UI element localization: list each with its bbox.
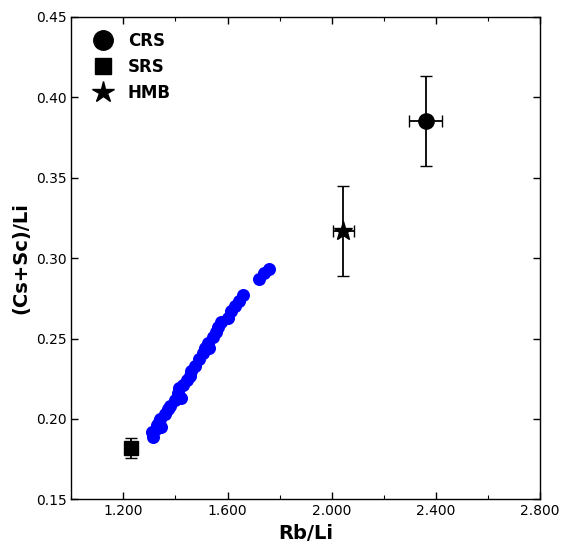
Point — [208, 332, 218, 341]
Point — [259, 268, 268, 277]
Point — [156, 423, 166, 432]
Point — [191, 361, 200, 370]
Point — [160, 410, 170, 419]
Point — [235, 297, 244, 306]
Point — [174, 389, 183, 398]
Point — [205, 343, 214, 352]
Point — [214, 323, 223, 332]
Point — [198, 348, 207, 357]
Point — [152, 421, 162, 430]
Point — [201, 343, 210, 352]
Point — [147, 428, 156, 437]
Point — [151, 424, 160, 433]
Point — [211, 327, 220, 336]
Point — [154, 418, 163, 427]
Point — [254, 275, 263, 284]
Point — [175, 384, 184, 393]
Point — [149, 432, 158, 441]
Point — [187, 366, 196, 375]
Point — [223, 313, 232, 322]
Point — [171, 395, 180, 404]
Point — [163, 405, 172, 414]
Point — [176, 394, 185, 403]
Point — [203, 339, 212, 348]
Point — [183, 376, 192, 385]
Point — [231, 302, 240, 311]
Point — [179, 381, 188, 389]
Y-axis label: (Cs+Sc)/Li: (Cs+Sc)/Li — [11, 202, 30, 314]
X-axis label: Rb/Li: Rb/Li — [278, 524, 333, 543]
Legend: CRS, SRS, HMB: CRS, SRS, HMB — [79, 25, 178, 109]
Point — [155, 414, 164, 423]
Point — [166, 402, 175, 411]
Point — [265, 265, 274, 274]
Point — [194, 355, 203, 364]
Point — [239, 291, 248, 300]
Point — [227, 307, 236, 316]
Point — [185, 371, 194, 380]
Point — [216, 318, 226, 327]
